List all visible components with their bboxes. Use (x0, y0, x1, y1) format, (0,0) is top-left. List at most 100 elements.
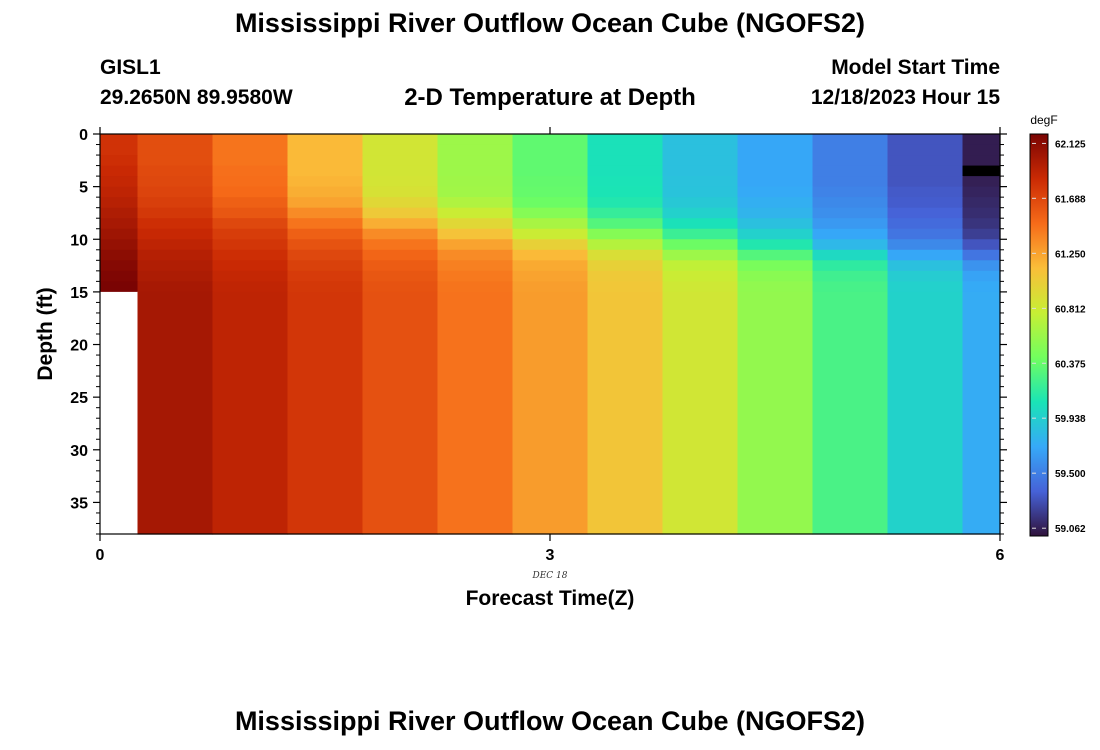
heatmap-cell (812, 249, 889, 261)
heatmap-cell (812, 239, 889, 251)
heatmap-cell (212, 228, 289, 240)
heatmap-cell (437, 228, 514, 240)
heatmap-cell (587, 155, 664, 167)
heatmap-cell (737, 239, 814, 251)
heatmap-cell (137, 249, 214, 261)
heatmap-cell (512, 207, 589, 219)
colorbar-tick-label: 59.938 (1055, 414, 1086, 425)
heatmap-cell (212, 134, 289, 146)
heatmap-cell (437, 291, 514, 535)
heatmap-cell (287, 291, 364, 535)
heatmap-cell (662, 165, 739, 177)
heatmap-cell (962, 197, 1001, 209)
heatmap-cell (662, 260, 739, 272)
heatmap-cell (287, 155, 364, 167)
heatmap-cell (512, 218, 589, 230)
heatmap-cell (962, 155, 1001, 167)
station-id: GISL1 (100, 56, 161, 79)
heatmap-cell (212, 260, 289, 272)
heatmap-cell (662, 155, 739, 167)
heatmap-cell (662, 197, 739, 209)
heatmap-cell (887, 176, 964, 188)
heatmap-cell (662, 249, 739, 261)
heatmap-cell (100, 176, 139, 188)
heatmap-cell (287, 228, 364, 240)
heatmap-cell (737, 228, 814, 240)
heatmap-cell (512, 239, 589, 251)
heatmap-cell (100, 144, 139, 156)
heatmap-cell (512, 249, 589, 261)
heatmap-cell (962, 228, 1001, 240)
heatmap-cell (587, 176, 664, 188)
heatmap-cell (587, 281, 664, 293)
heatmap-cell (737, 218, 814, 230)
heatmap-cell (737, 260, 814, 272)
heatmap-cell (100, 281, 139, 293)
heatmap-cell (962, 218, 1001, 230)
heatmap-cell (512, 260, 589, 272)
heatmap-cell (737, 186, 814, 198)
heatmap-cell (512, 228, 589, 240)
heatmap-cell (737, 207, 814, 219)
heatmap-cell (887, 281, 964, 293)
heatmap-cell (887, 218, 964, 230)
heatmap-cell (662, 176, 739, 188)
heatmap-cell (437, 207, 514, 219)
heatmap-cell (100, 228, 139, 240)
heatmap-cell (287, 270, 364, 282)
heatmap-cell (212, 165, 289, 177)
heatmap-cell (812, 165, 889, 177)
heatmap-cell (662, 144, 739, 156)
y-tick-label: 15 (70, 285, 88, 302)
heatmap-cell (287, 207, 364, 219)
heatmap-cell (587, 218, 664, 230)
heatmap-cell (812, 260, 889, 272)
heatmap-cell (887, 260, 964, 272)
heatmap-cell (100, 291, 139, 535)
heatmap-cell (962, 260, 1001, 272)
y-tick-label: 5 (79, 180, 88, 197)
heatmap-cell (137, 165, 214, 177)
heatmap-cell (137, 176, 214, 188)
heatmap-cell (287, 176, 364, 188)
heatmap-cell (212, 144, 289, 156)
heatmap-cell (362, 260, 439, 272)
heatmap-cell (137, 197, 214, 209)
heatmap-cell (437, 155, 514, 167)
heatmap-cell (287, 260, 364, 272)
heatmap-cell (887, 239, 964, 251)
heatmap-cell (212, 239, 289, 251)
heatmap-cell (587, 228, 664, 240)
y-tick-label: 25 (70, 390, 88, 407)
heatmap-cell (287, 218, 364, 230)
heatmap-cell (812, 218, 889, 230)
heatmap-cell (737, 249, 814, 261)
heatmap-cell (437, 197, 514, 209)
heatmap-cell (287, 281, 364, 293)
heatmap-cell (137, 144, 214, 156)
colorbar: 62.125 61.688 61.250 60.812 60.375 59.938 59.5… (1029, 133, 1086, 537)
heatmap-cell (362, 207, 439, 219)
heatmap-cell (287, 144, 364, 156)
heatmap-cell (962, 291, 1001, 535)
x-axis-label: Forecast Time(Z) (466, 587, 635, 610)
heatmap-cell (812, 270, 889, 282)
heatmap-cell (812, 144, 889, 156)
heatmap-cell (137, 228, 214, 240)
heatmap-cell (512, 270, 589, 282)
heatmap-cell (437, 270, 514, 282)
heatmap-cell (587, 291, 664, 535)
heatmap-cell (512, 144, 589, 156)
heatmap-cell (662, 228, 739, 240)
x-axis-date-label: DEC 18 (532, 571, 568, 581)
colorbar-tick-label: 59.062 (1055, 524, 1086, 535)
heatmap-cell (437, 186, 514, 198)
heatmap-cell (662, 207, 739, 219)
heatmap-cell (100, 260, 139, 272)
heatmap-cell (587, 260, 664, 272)
heatmap-cell (362, 176, 439, 188)
heatmap-cell (362, 134, 439, 146)
model-start-label: Model Start Time (831, 56, 1000, 79)
heatmap-cell (362, 186, 439, 198)
heatmap-cell (812, 176, 889, 188)
